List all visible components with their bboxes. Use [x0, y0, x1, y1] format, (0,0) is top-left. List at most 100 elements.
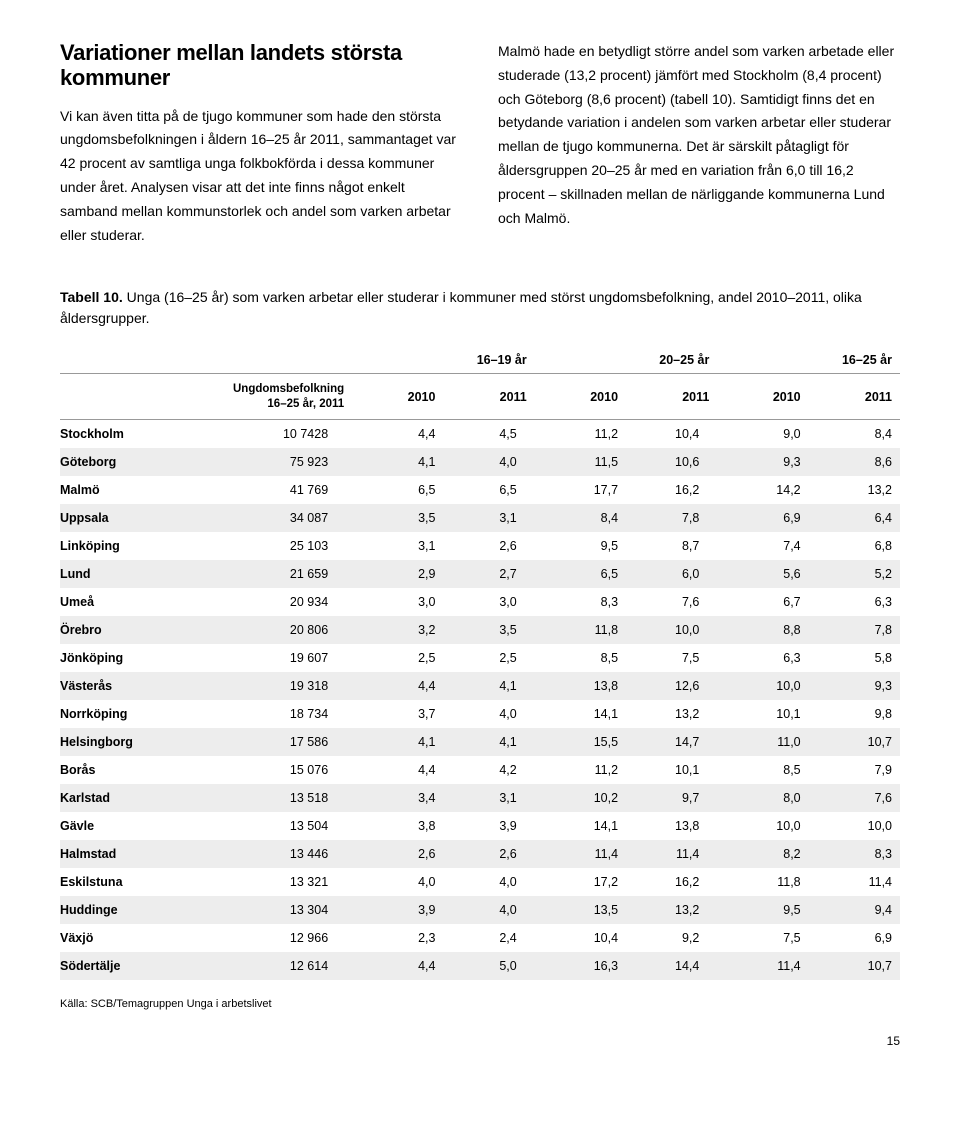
table-row: Helsingborg17 5864,14,115,514,711,010,7	[60, 728, 900, 756]
value-cell: 10,6	[626, 448, 717, 476]
year-header: 2011	[626, 374, 717, 420]
value-cell: 4,4	[352, 756, 443, 784]
table-caption: Tabell 10. Unga (16–25 år) som varken ar…	[60, 287, 900, 329]
value-cell: 9,4	[809, 896, 900, 924]
value-cell: 13,8	[535, 672, 626, 700]
value-cell: 3,9	[352, 896, 443, 924]
value-cell: 3,5	[352, 504, 443, 532]
value-cell: 8,5	[535, 644, 626, 672]
value-cell: 4,5	[443, 420, 534, 449]
city-cell: Gävle	[60, 812, 215, 840]
value-cell: 13,2	[626, 700, 717, 728]
city-cell: Göteborg	[60, 448, 215, 476]
value-cell: 13,2	[809, 476, 900, 504]
value-cell: 6,9	[809, 924, 900, 952]
value-cell: 17,2	[535, 868, 626, 896]
value-cell: 10,0	[717, 812, 808, 840]
value-cell: 11,8	[535, 616, 626, 644]
population-cell: 15 076	[215, 756, 352, 784]
table-row: Borås15 0764,44,211,210,18,57,9	[60, 756, 900, 784]
value-cell: 8,5	[717, 756, 808, 784]
city-cell: Uppsala	[60, 504, 215, 532]
table-row: Örebro20 8063,23,511,810,08,87,8	[60, 616, 900, 644]
value-cell: 3,1	[443, 504, 534, 532]
value-cell: 13,5	[535, 896, 626, 924]
value-cell: 14,7	[626, 728, 717, 756]
table-row: Stockholm10 74284,44,511,210,49,08,4	[60, 420, 900, 449]
table-row: Lund21 6592,92,76,56,05,65,2	[60, 560, 900, 588]
value-cell: 6,5	[352, 476, 443, 504]
value-cell: 11,4	[535, 840, 626, 868]
year-header: 2010	[717, 374, 808, 420]
city-cell: Malmö	[60, 476, 215, 504]
value-cell: 6,7	[717, 588, 808, 616]
population-cell: 12 614	[215, 952, 352, 980]
value-cell: 4,0	[352, 868, 443, 896]
value-cell: 6,5	[535, 560, 626, 588]
page-number: 15	[60, 1034, 900, 1048]
left-paragraph: Vi kan även titta på de tjugo kommuner s…	[60, 105, 462, 248]
value-cell: 8,7	[626, 532, 717, 560]
value-cell: 10,2	[535, 784, 626, 812]
value-cell: 3,2	[352, 616, 443, 644]
value-cell: 7,8	[626, 504, 717, 532]
city-cell: Eskilstuna	[60, 868, 215, 896]
population-cell: 18 734	[215, 700, 352, 728]
value-cell: 14,4	[626, 952, 717, 980]
table-row: Norrköping18 7343,74,014,113,210,19,8	[60, 700, 900, 728]
value-cell: 10,7	[809, 728, 900, 756]
value-cell: 6,4	[809, 504, 900, 532]
value-cell: 15,5	[535, 728, 626, 756]
value-cell: 6,5	[443, 476, 534, 504]
table-row: Karlstad13 5183,43,110,29,78,07,6	[60, 784, 900, 812]
city-cell: Stockholm	[60, 420, 215, 449]
value-cell: 3,1	[352, 532, 443, 560]
table-header: 16–19 år 20–25 år 16–25 år Ungdomsbefolk…	[60, 347, 900, 419]
value-cell: 5,8	[809, 644, 900, 672]
value-cell: 4,0	[443, 896, 534, 924]
value-cell: 10,0	[626, 616, 717, 644]
value-cell: 8,8	[717, 616, 808, 644]
value-cell: 7,4	[717, 532, 808, 560]
population-cell: 10 7428	[215, 420, 352, 449]
value-cell: 3,1	[443, 784, 534, 812]
value-cell: 4,0	[443, 448, 534, 476]
value-cell: 8,0	[717, 784, 808, 812]
value-cell: 2,4	[443, 924, 534, 952]
value-cell: 7,9	[809, 756, 900, 784]
population-cell: 41 769	[215, 476, 352, 504]
population-cell: 17 586	[215, 728, 352, 756]
value-cell: 2,5	[352, 644, 443, 672]
value-cell: 10,0	[809, 812, 900, 840]
age-group-header: 20–25 år	[535, 347, 718, 374]
value-cell: 4,1	[443, 728, 534, 756]
value-cell: 11,2	[535, 756, 626, 784]
value-cell: 4,4	[352, 420, 443, 449]
population-cell: 21 659	[215, 560, 352, 588]
value-cell: 4,1	[352, 448, 443, 476]
value-cell: 4,4	[352, 952, 443, 980]
city-cell: Örebro	[60, 616, 215, 644]
year-header: 2011	[443, 374, 534, 420]
value-cell: 2,7	[443, 560, 534, 588]
value-cell: 2,3	[352, 924, 443, 952]
city-cell: Karlstad	[60, 784, 215, 812]
table-row: Eskilstuna13 3214,04,017,216,211,811,4	[60, 868, 900, 896]
value-cell: 2,5	[443, 644, 534, 672]
value-cell: 9,8	[809, 700, 900, 728]
value-cell: 8,3	[535, 588, 626, 616]
population-cell: 13 321	[215, 868, 352, 896]
city-cell: Halmstad	[60, 840, 215, 868]
population-cell: 34 087	[215, 504, 352, 532]
section-title: Variationer mellan landets största kommu…	[60, 40, 462, 91]
value-cell: 11,0	[717, 728, 808, 756]
value-cell: 8,4	[809, 420, 900, 449]
value-cell: 4,1	[443, 672, 534, 700]
value-cell: 8,4	[535, 504, 626, 532]
value-cell: 17,7	[535, 476, 626, 504]
value-cell: 2,6	[443, 840, 534, 868]
value-cell: 2,6	[443, 532, 534, 560]
data-table: 16–19 år 20–25 år 16–25 år Ungdomsbefolk…	[60, 347, 900, 980]
table-row: Södertälje12 6144,45,016,314,411,410,7	[60, 952, 900, 980]
value-cell: 14,2	[717, 476, 808, 504]
